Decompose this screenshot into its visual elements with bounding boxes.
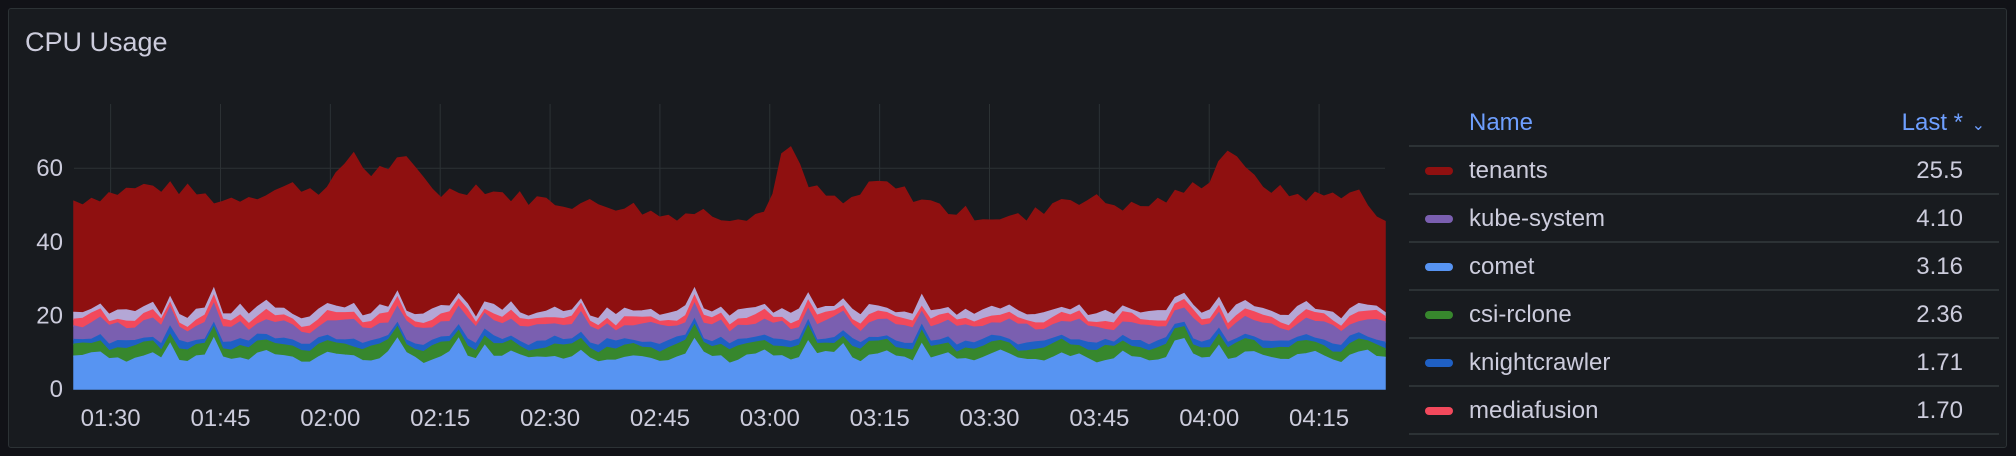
- legend-name-header[interactable]: Name: [1469, 109, 1534, 136]
- legend-row-kube-system[interactable]: kube-system 4.10: [1409, 195, 1999, 243]
- legend-swatch: [1425, 311, 1453, 319]
- panel-title[interactable]: CPU Usage: [25, 27, 168, 57]
- legend-last-value: 1.71: [1916, 349, 1963, 376]
- legend-swatch: [1425, 167, 1453, 175]
- legend-swatch: [1425, 359, 1453, 367]
- x-tick-label: 03:15: [850, 405, 910, 432]
- legend-series-name[interactable]: tenants: [1469, 157, 1548, 184]
- x-tick-label: 02:30: [520, 405, 580, 432]
- legend-last-header[interactable]: Last *: [1901, 109, 1963, 136]
- x-tick-label: 02:15: [410, 405, 470, 432]
- legend-series-name[interactable]: knightcrawler: [1469, 349, 1611, 376]
- legend-row-tenants[interactable]: tenants 25.5: [1409, 147, 1999, 195]
- cpu-usage-chart: 0 20 40 60 01:30 01:45 02:00 02:15 02:30 02:45 03…: [36, 104, 1386, 432]
- legend-row-csi-rclone[interactable]: csi-rclone 2.36: [1409, 291, 1999, 339]
- legend-last-value: 25.5: [1916, 157, 1963, 184]
- legend-last-value: 1.70: [1916, 397, 1963, 424]
- legend-series-name[interactable]: comet: [1469, 253, 1535, 280]
- legend-series-name[interactable]: mediafusion: [1469, 397, 1599, 424]
- x-tick-label: 01:30: [81, 405, 141, 432]
- area-series-tenants[interactable]: [73, 146, 1386, 321]
- y-tick-label: 0: [50, 376, 63, 403]
- legend-last-value: 3.16: [1916, 253, 1963, 280]
- x-tick-label: 04:15: [1289, 405, 1349, 432]
- x-tick-label: 02:45: [630, 405, 690, 432]
- area-series-comet[interactable]: [73, 336, 1386, 390]
- legend-swatch: [1425, 215, 1453, 223]
- legend-header: Name Last * ⌄: [1409, 97, 1999, 147]
- x-tick-label: 01:45: [190, 405, 250, 432]
- legend-series-name[interactable]: kube-system: [1469, 205, 1606, 232]
- x-tick-label: 03:30: [959, 405, 1019, 432]
- x-tick-label: 03:45: [1069, 405, 1129, 432]
- legend-last-value: 2.36: [1916, 301, 1963, 328]
- x-tick-label: 04:00: [1179, 405, 1239, 432]
- cpu-usage-panel: CPU Usage 0 20 40 60 01:30 01:45 02:00 02:15 02…: [8, 8, 2007, 448]
- legend-table: Name Last * ⌄ tenants 25.5 kube-system 4.10…: [1409, 97, 1999, 435]
- legend-swatch: [1425, 263, 1453, 271]
- y-tick-label: 20: [36, 302, 63, 329]
- y-tick-label: 40: [36, 229, 63, 256]
- legend-row-knightcrawler[interactable]: knightcrawler 1.71: [1409, 339, 1999, 387]
- x-tick-label: 02:00: [300, 405, 360, 432]
- legend-series-name[interactable]: csi-rclone: [1469, 301, 1572, 328]
- legend-row-mediafusion[interactable]: mediafusion 1.70: [1409, 387, 1999, 435]
- y-tick-label: 60: [36, 155, 63, 182]
- x-tick-label: 03:00: [740, 405, 800, 432]
- chevron-down-icon[interactable]: ⌄: [1971, 117, 1985, 134]
- legend-last-value: 4.10: [1916, 205, 1963, 232]
- legend-swatch: [1425, 407, 1453, 415]
- legend-row-comet[interactable]: comet 3.16: [1409, 243, 1999, 291]
